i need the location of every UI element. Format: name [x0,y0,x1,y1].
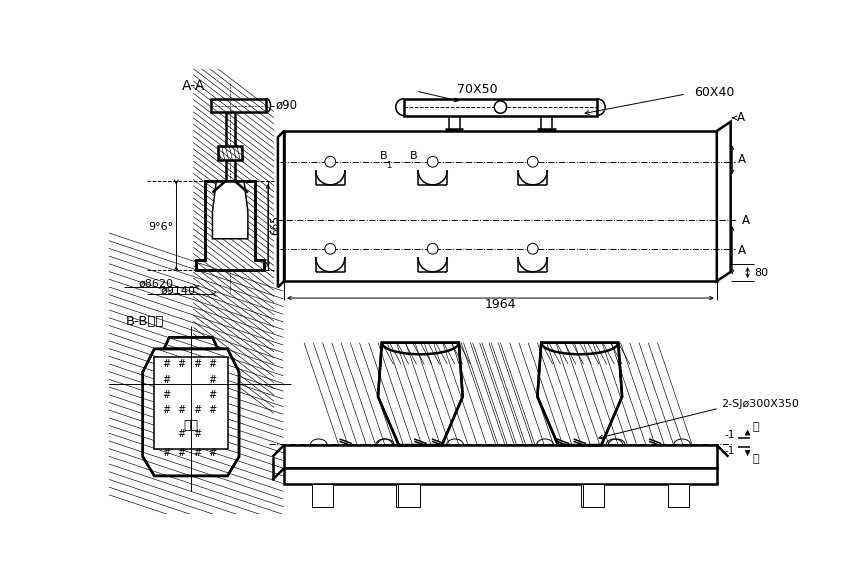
Bar [580,484,602,507]
Text: 665: 665 [271,216,281,235]
Text: -1: -1 [724,446,734,455]
Text: 9°6°: 9°6° [148,222,174,232]
Circle shape [528,157,538,167]
Bar [154,357,228,449]
Text: A: A [737,112,745,124]
Polygon shape [164,338,218,349]
Text: #: # [208,448,216,458]
Text: #: # [163,360,170,369]
Bar [541,116,552,131]
Polygon shape [717,122,731,281]
Text: 80: 80 [754,268,768,277]
Text: ø90: ø90 [276,99,298,112]
Text: #: # [193,448,201,458]
Polygon shape [278,131,284,287]
Text: #: # [163,406,170,416]
Text: #: # [178,448,186,458]
Polygon shape [143,349,239,476]
Text: #: # [178,428,186,439]
Polygon shape [196,181,264,269]
Bar [218,146,243,160]
Text: ø8620: ø8620 [139,279,174,288]
Circle shape [325,243,335,254]
Text: #: # [208,375,216,385]
Bar [398,484,420,507]
Circle shape [427,157,438,167]
Circle shape [427,243,438,254]
Text: B: B [409,151,417,161]
Text: #: # [193,406,201,416]
Bar [284,445,717,468]
Text: 下: 下 [753,454,760,464]
Text: B: B [380,151,388,161]
Text: A-A: A-A [181,79,205,93]
Text: #: # [178,406,186,416]
Circle shape [325,157,335,167]
Text: #: # [208,390,216,400]
Text: B-B放大: B-B放大 [125,316,164,328]
Text: #: # [163,375,170,385]
Text: 砂芯: 砂芯 [184,420,198,432]
Polygon shape [537,343,622,445]
Text: 70X50: 70X50 [457,83,498,96]
Text: #: # [163,390,170,400]
Text: 1964: 1964 [485,298,517,312]
Text: #: # [208,360,216,369]
Text: #: # [193,428,201,439]
Polygon shape [196,181,264,269]
Text: 1: 1 [386,161,391,170]
Text: #: # [178,360,186,369]
Text: A: A [742,214,751,227]
Bar [311,484,334,507]
Bar [583,484,604,507]
Text: A: A [738,153,745,166]
Text: #: # [208,406,216,416]
Text: #: # [163,448,170,458]
Polygon shape [378,343,463,445]
Circle shape [528,243,538,254]
Bar [404,99,597,116]
Bar [284,468,717,484]
Bar [211,99,266,113]
Text: 60X40: 60X40 [694,86,734,99]
Circle shape [494,101,506,113]
Text: A: A [738,244,745,257]
Text: 上: 上 [753,421,760,432]
Text: 2-SJø300X350: 2-SJø300X350 [721,399,798,409]
Text: -1: -1 [724,430,734,440]
Bar [667,484,689,507]
Bar [284,131,717,281]
Text: ø9140: ø9140 [160,286,195,295]
Bar [397,484,418,507]
Text: #: # [193,360,201,369]
Bar [448,116,460,131]
Polygon shape [213,181,248,239]
